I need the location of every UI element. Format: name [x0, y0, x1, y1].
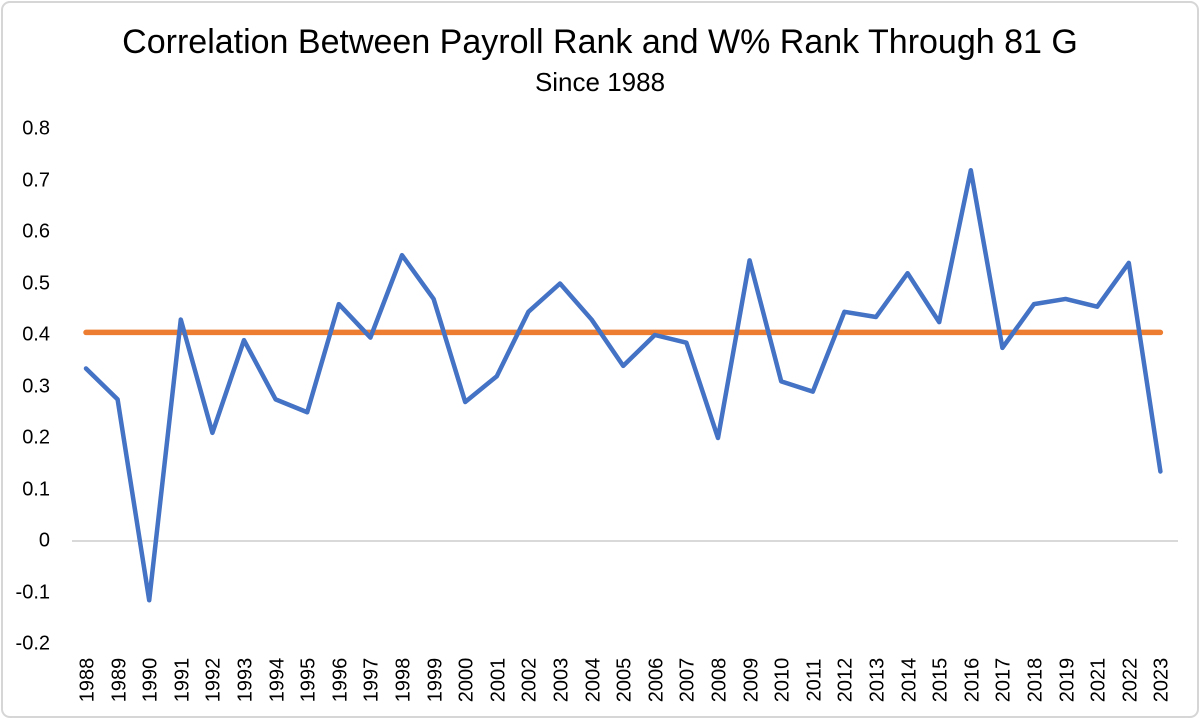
- y-tick-label: -0.2: [15, 632, 50, 655]
- x-tick-label: 2002: [518, 657, 541, 703]
- y-tick-label: 0.4: [22, 323, 50, 346]
- x-tick-label: 2001: [487, 657, 510, 703]
- x-tick-label: 1997: [360, 657, 383, 703]
- x-tick-label: 1989: [108, 657, 131, 703]
- x-tick-label: 2007: [676, 657, 699, 703]
- x-tick-label: 2017: [992, 657, 1015, 703]
- x-tick-label: 2015: [929, 657, 952, 703]
- x-tick-label: 1991: [171, 657, 194, 703]
- x-tick-label: 2009: [740, 657, 763, 703]
- x-tick-label: 1990: [139, 657, 162, 703]
- x-tick-label: 1995: [297, 657, 320, 703]
- y-tick-label: 0.6: [22, 220, 50, 243]
- x-tick-label: 1998: [392, 657, 415, 703]
- x-tick-label: 2003: [550, 657, 573, 703]
- x-tick-label: 2006: [645, 657, 668, 703]
- x-tick-label: 2005: [613, 657, 636, 703]
- correlation-line-series: [83, 167, 1163, 603]
- x-tick-label: 2021: [1087, 657, 1110, 703]
- x-tick-label: 2022: [1119, 657, 1142, 703]
- x-tick-label: 2019: [1056, 657, 1079, 703]
- y-tick-label: 0.2: [22, 426, 50, 449]
- x-tick-label: 2010: [771, 657, 794, 703]
- x-tick-label: 2013: [866, 657, 889, 703]
- y-tick-label: -0.1: [15, 581, 50, 603]
- x-tick-label: 1993: [234, 657, 257, 703]
- x-tick-label: 2011: [803, 658, 826, 702]
- x-tick-label: 2012: [834, 657, 857, 703]
- chart-title: Correlation Between Payroll Rank and W% …: [122, 23, 1078, 61]
- y-tick-label: 0: [38, 529, 50, 552]
- x-tick-label: 1992: [202, 657, 225, 703]
- y-tick-label: 0.3: [22, 375, 50, 397]
- y-tick-label: 0.5: [22, 272, 50, 294]
- y-tick-label: 0.7: [22, 169, 50, 191]
- x-tick-label: 2023: [1150, 657, 1173, 703]
- x-tick-label: 2000: [455, 657, 478, 703]
- y-tick-label: 0.1: [22, 478, 50, 500]
- x-tick-label: 1988: [76, 657, 99, 703]
- x-tick-label: 2008: [708, 657, 731, 703]
- x-tick-label: 1999: [424, 657, 447, 703]
- x-tick-label: 2016: [961, 657, 984, 703]
- x-tick-label: 2018: [1024, 657, 1047, 703]
- chart-subtitle: Since 1988: [534, 67, 666, 97]
- x-tick-label: 1994: [266, 657, 289, 703]
- x-tick-label: 2014: [898, 657, 921, 703]
- y-tick-label: 0.8: [22, 117, 50, 140]
- x-tick-label: 2004: [582, 657, 605, 703]
- x-tick-label: 1996: [329, 657, 352, 703]
